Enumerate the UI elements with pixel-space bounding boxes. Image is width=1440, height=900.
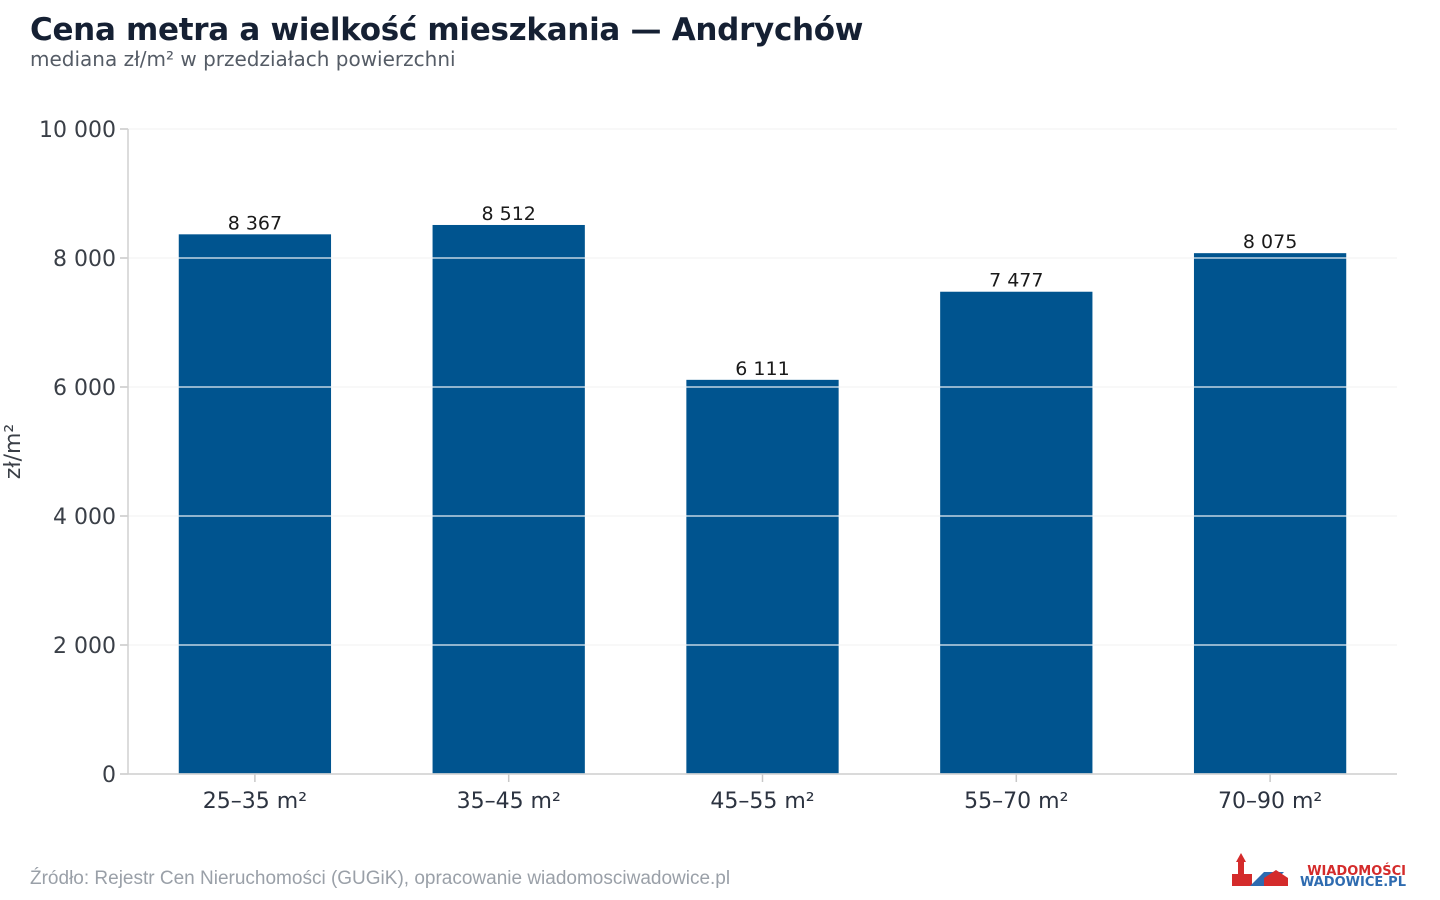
bar: [686, 379, 839, 774]
axes: [120, 128, 1397, 782]
bar-value-label: 8 512: [481, 203, 535, 225]
source-note: Źródło: Rejestr Cen Nieruchomości (GUGiK…: [30, 868, 731, 889]
y-tick-label: 8 000: [53, 247, 116, 272]
bar-chart: 0 2 000 4 000 6 000 8 000 10 000 8 367 25–35 m²…: [1, 118, 1397, 814]
brand-logo: WIADOMOŚCI WADOWICE.PL: [1232, 853, 1406, 888]
y-tick-label: 10 000: [39, 118, 116, 143]
x-tick-label: 25–35 m²: [203, 789, 307, 814]
bar: [432, 224, 585, 774]
bar-value-label: 8 367: [228, 212, 282, 234]
bars: [178, 224, 1347, 775]
chart-title: Cena metra a wielkość mieszkania — Andry…: [30, 12, 864, 48]
logo-line-1: WIADOMOŚCI: [1307, 863, 1406, 879]
chart-subtitle: mediana zł/m² w przedziałach powierzchni: [30, 47, 456, 71]
bar-value-label: 6 111: [735, 358, 789, 380]
logo-line-2: WADOWICE.PL: [1300, 875, 1406, 888]
bar: [1193, 253, 1347, 775]
x-tick-label: 55–70 m²: [964, 789, 1068, 814]
bar: [940, 291, 1093, 774]
y-tick-label: 0: [102, 763, 116, 788]
x-tick-label: 70–90 m²: [1218, 789, 1322, 814]
bar: [178, 234, 332, 775]
y-tick-label: 4 000: [53, 505, 116, 530]
x-tick-label: 45–55 m²: [710, 789, 814, 814]
y-tick-label: 6 000: [53, 376, 116, 401]
labels: 0 2 000 4 000 6 000 8 000 10 000 8 367 25–35 m²…: [1, 118, 1322, 814]
bar-value-label: 7 477: [989, 270, 1043, 292]
y-tick-label: 2 000: [53, 634, 116, 659]
y-axis-title: zł/m²: [1, 424, 26, 479]
church-tower-icon: [1232, 853, 1288, 886]
bar-value-label: 8 075: [1243, 231, 1297, 253]
x-tick-label: 35–45 m²: [457, 789, 561, 814]
